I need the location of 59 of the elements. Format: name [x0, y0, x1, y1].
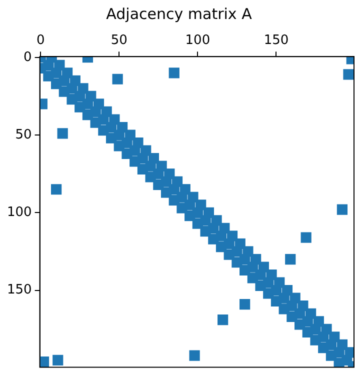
point	[208, 222, 219, 234]
x-tick-label: 50	[110, 33, 128, 48]
point	[318, 332, 329, 342]
point	[285, 254, 296, 265]
point	[90, 106, 101, 118]
point	[326, 339, 337, 350]
point	[263, 277, 274, 288]
y-tick-label: 150	[6, 282, 32, 298]
point	[145, 160, 156, 172]
x-tick-label: 100	[185, 33, 210, 48]
point	[200, 215, 211, 226]
chart-title: Adjacency matrix A	[106, 4, 253, 23]
point	[218, 314, 228, 326]
point	[168, 184, 180, 195]
point	[240, 254, 250, 265]
point	[302, 316, 313, 327]
point	[240, 299, 250, 310]
point	[286, 300, 298, 312]
point	[58, 75, 70, 86]
point	[270, 285, 282, 296]
point	[294, 308, 306, 319]
x-tick-label: 150	[264, 33, 289, 48]
point	[130, 145, 140, 156]
y-tick-label: 0	[24, 50, 32, 65]
point	[300, 232, 312, 243]
point	[74, 90, 86, 102]
point	[168, 68, 180, 78]
point	[122, 137, 132, 148]
x-tick-label: 0	[36, 33, 45, 48]
y-tick-label: 100	[6, 205, 32, 220]
point	[137, 153, 148, 164]
point	[343, 69, 354, 80]
point	[52, 354, 64, 366]
point	[51, 184, 62, 195]
point	[224, 238, 234, 250]
point	[255, 269, 266, 280]
point	[57, 128, 68, 139]
point	[192, 207, 203, 218]
point	[189, 350, 200, 361]
point	[216, 230, 227, 242]
point	[247, 262, 258, 272]
point	[82, 98, 94, 110]
point	[336, 204, 348, 215]
point	[334, 347, 344, 358]
point	[160, 176, 172, 187]
point	[184, 200, 196, 210]
point	[232, 246, 242, 257]
point	[106, 122, 117, 133]
point	[98, 114, 109, 125]
point	[43, 60, 54, 70]
point	[51, 68, 62, 78]
point	[278, 292, 290, 304]
point	[112, 74, 123, 84]
y-tick-label: 50	[15, 127, 32, 142]
point	[66, 83, 78, 94]
point	[153, 168, 164, 180]
point	[114, 130, 124, 140]
point	[310, 324, 321, 334]
point	[176, 192, 188, 202]
